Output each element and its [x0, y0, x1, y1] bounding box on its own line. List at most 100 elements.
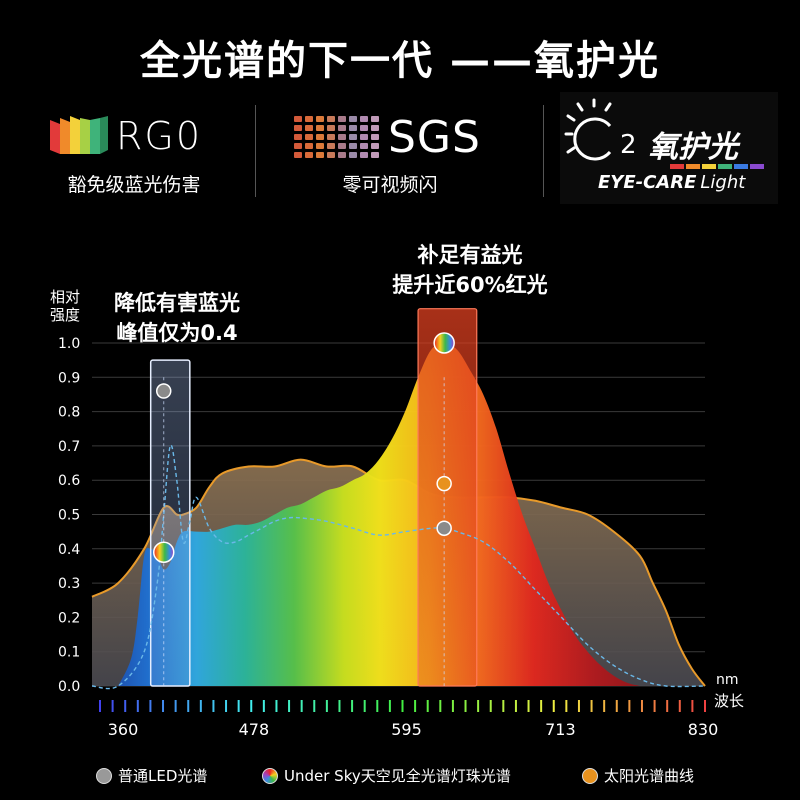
undersky-marker [152, 541, 175, 563]
sgs-dot [371, 152, 379, 158]
sgs-dot [305, 134, 313, 140]
eyecare-number: 2 [620, 130, 637, 160]
sgs-dot [349, 116, 357, 122]
blue-highlight-band [149, 359, 191, 687]
sgs-dot [360, 125, 368, 131]
led-marker [436, 520, 452, 536]
y-tick-label: 0.8 [58, 405, 80, 421]
legend-label: 普通LED光谱 [118, 767, 208, 785]
x-tick-label: 478 [239, 720, 270, 739]
y-tick-label: 0.7 [58, 439, 80, 455]
eyecare-en-bold: EYE-CARE [598, 172, 697, 193]
sgs-dot [338, 152, 346, 158]
x-tick-label: 360 [108, 720, 139, 739]
sgs-dot [327, 143, 335, 149]
sgs-dot [305, 152, 313, 158]
page-title: 全光谱的下一代 ——氧护光 [140, 38, 660, 84]
sgs-dot [294, 116, 302, 122]
red-annotation-line1: 补足有益光 [417, 243, 523, 267]
sgs-dot [327, 152, 335, 158]
red-annotation: 补足有益光 提升近60%红光 [370, 240, 570, 300]
eyecare-cn-title: 氧护光 [648, 130, 738, 165]
sun-icon [564, 98, 612, 161]
led-marker [155, 383, 172, 399]
orange-dot-icon [582, 767, 598, 784]
eyecare-badge: 2 氧护光 EYE-CARE Light [560, 92, 778, 204]
blue-annotation: 降低有害蓝光 峰值仅为0.4 [92, 288, 262, 348]
sgs-dot [316, 143, 324, 149]
sgs-dot [305, 125, 313, 131]
sgs-dot [371, 143, 379, 149]
rg0-caption: 豁免级蓝光伤害 [67, 174, 201, 196]
y-tick-label: 0.5 [58, 508, 80, 524]
sgs-dot [360, 152, 368, 158]
legend-item-led: 普通LED光谱 [96, 765, 207, 786]
y-axis-title: 相对 强度 [50, 288, 81, 324]
x-axis-title: 波长 [714, 692, 745, 710]
sgs-dot [349, 134, 357, 140]
blue-annotation-line1: 降低有害蓝光 [114, 291, 240, 315]
sgs-dot [371, 116, 379, 122]
sgs-caption: 零可视频闪 [342, 174, 438, 196]
sgs-dot [371, 134, 379, 140]
x-tick-label: 713 [545, 720, 576, 739]
sgs-dot [349, 125, 357, 131]
sgs-dot [338, 134, 346, 140]
divider [543, 105, 544, 197]
y-tick-label: 0.0 [58, 679, 80, 695]
y-tick-label: 0.1 [58, 645, 80, 661]
sgs-dot [327, 116, 335, 122]
legend-label: Under Sky天空见全光谱灯珠光谱 [284, 767, 511, 785]
sgs-dot [294, 143, 302, 149]
sgs-dot [360, 116, 368, 122]
sgs-dot [294, 152, 302, 158]
rg0-rainbow-icon [50, 116, 108, 154]
red-highlight-band [417, 308, 478, 687]
sgs-dot [338, 125, 346, 131]
sgs-dot [316, 152, 324, 158]
sgs-dot [327, 125, 335, 131]
y-tick-label: 0.2 [58, 610, 80, 626]
undersky-marker [433, 332, 455, 354]
sgs-dot [316, 125, 324, 131]
sgs-dot [338, 143, 346, 149]
sgs-dot [294, 134, 302, 140]
sgs-dot [316, 134, 324, 140]
sgs-dot [360, 134, 368, 140]
sgs-dot [316, 116, 324, 122]
grey-dot-icon [96, 767, 112, 784]
y-tick-label: 1.0 [58, 336, 80, 352]
rainbow-stripe-icon [670, 164, 764, 169]
sun-marker [436, 475, 452, 492]
y-tick-label: 0.6 [58, 473, 80, 489]
divider [255, 105, 256, 197]
y-tick-label: 0.9 [58, 370, 80, 386]
led-spectrum-line [91, 444, 706, 690]
sgs-dot [338, 116, 346, 122]
blue-annotation-line2: 峰值仅为0.4 [116, 321, 238, 345]
sgs-logo-text: SGS [388, 112, 481, 163]
sgs-dot [305, 143, 313, 149]
eyecare-en-light: Light [700, 172, 746, 193]
sgs-dots-icon [294, 116, 379, 158]
legend-item-sun: 太阳光谱曲线 [582, 765, 694, 786]
sgs-dot [360, 143, 368, 149]
red-annotation-line2: 提升近60%红光 [392, 273, 548, 297]
rg0-logo-text: RG0 [116, 114, 203, 158]
sgs-dot [349, 143, 357, 149]
x-tick-label: 830 [688, 720, 719, 739]
sgs-dot [349, 152, 357, 158]
undersky-spectrum-area [118, 343, 640, 686]
x-tick-label: 595 [391, 720, 422, 739]
sgs-dot [327, 134, 335, 140]
y-tick-label: 0.4 [58, 542, 80, 558]
sgs-dot [294, 125, 302, 131]
sgs-dot [371, 125, 379, 131]
y-tick-label: 0.3 [58, 576, 80, 592]
sgs-badge: SGS 零可视频闪 [290, 112, 520, 202]
legend-label: 太阳光谱曲线 [604, 767, 695, 785]
sgs-dot [305, 116, 313, 122]
legend-item-undersky: Under Sky天空见全光谱灯珠光谱 [262, 765, 511, 786]
rg0-badge: RG0 豁免级蓝光伤害 [44, 112, 224, 202]
